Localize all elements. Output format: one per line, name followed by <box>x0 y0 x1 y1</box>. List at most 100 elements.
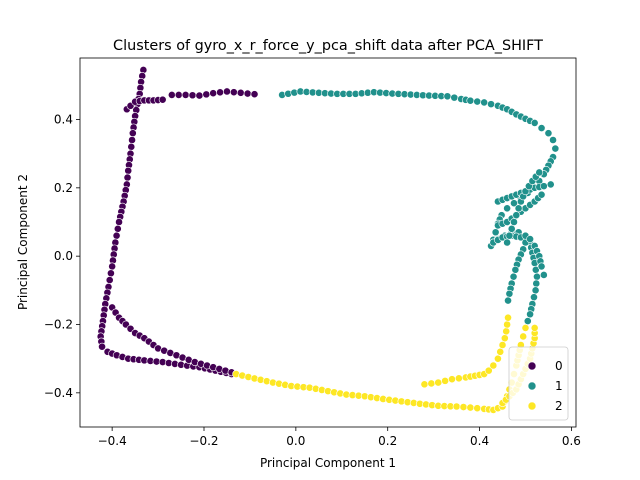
scatter-point <box>105 276 114 284</box>
scatter-point <box>533 272 541 281</box>
legend-label: 0 <box>555 359 563 373</box>
scatter-point <box>107 269 115 278</box>
scatter-point <box>531 286 540 295</box>
legend-marker <box>527 381 537 391</box>
scatter-point <box>209 89 218 98</box>
legend-label: 2 <box>555 399 563 413</box>
scatter-point <box>494 354 502 363</box>
x-axis-label: Principal Component 1 <box>260 456 396 470</box>
y-axis: −0.4 −0.2 0.0 0.2 0.4 <box>44 113 80 400</box>
legend-marker <box>527 401 537 411</box>
scatter-point <box>473 404 482 413</box>
scatter-point <box>236 88 245 97</box>
scatter-point <box>505 231 514 240</box>
scatter-point <box>487 100 495 109</box>
scatter-point <box>551 144 560 153</box>
scatter-point <box>507 224 516 233</box>
scatter-point <box>505 289 514 298</box>
scatter-point <box>448 375 456 384</box>
scatter-point <box>514 204 523 213</box>
scatter-point <box>466 96 475 105</box>
scatter-point <box>537 190 546 199</box>
scatter-point <box>216 88 224 97</box>
scatter-point <box>500 334 509 343</box>
scatter-point <box>503 320 512 329</box>
scatter-point <box>459 403 468 411</box>
x-tick-label: 0.4 <box>470 434 489 448</box>
scatter-point <box>526 235 534 243</box>
scatter-point <box>504 296 512 305</box>
y-tick-label: 0.2 <box>54 181 73 195</box>
legend: 0 1 2 <box>508 346 569 421</box>
scatter-point <box>98 342 106 351</box>
scatter-point <box>188 91 197 100</box>
scatter-point <box>250 90 259 99</box>
scatter-point <box>503 238 512 247</box>
scatter-point <box>124 166 133 175</box>
scatter-point <box>504 313 512 322</box>
scatter-point <box>496 347 505 356</box>
scatter-point <box>521 324 530 332</box>
scatter-point <box>420 380 429 389</box>
scatter-point <box>491 228 500 237</box>
scatter-point <box>512 211 521 220</box>
scatter-point <box>113 224 122 233</box>
scatter-point <box>123 173 132 182</box>
scatter-point <box>181 91 190 99</box>
x-tick-label: 0.6 <box>562 434 581 448</box>
series-0-points <box>96 66 259 378</box>
scatter-point <box>484 366 493 375</box>
scatter-point <box>174 91 183 99</box>
scatter-point <box>450 93 459 102</box>
x-tick-label: −0.4 <box>98 434 127 448</box>
scatter-point <box>510 218 518 226</box>
scatter-point <box>546 180 555 189</box>
scatter-point <box>489 361 498 370</box>
scatter-point <box>108 262 117 271</box>
scatter-point <box>127 142 136 151</box>
scatter-point <box>530 324 539 332</box>
x-tick-label: −0.2 <box>189 434 218 448</box>
scatter-point <box>112 231 121 240</box>
scatter-point <box>537 124 546 132</box>
scatter-point <box>511 265 520 274</box>
scatter-point <box>202 90 211 99</box>
y-tick-label: 0.4 <box>54 113 73 127</box>
scatter-point <box>223 87 231 96</box>
scatter-point <box>503 204 512 213</box>
scatter-point <box>549 136 557 144</box>
scatter-point <box>115 218 123 226</box>
y-axis-label: Principal Component 2 <box>16 174 30 310</box>
scatter-point <box>535 168 544 177</box>
scatter-point <box>544 129 553 138</box>
scatter-point <box>537 262 546 271</box>
scatter-point <box>441 376 450 385</box>
y-tick-label: −0.4 <box>44 386 73 400</box>
x-axis: −0.4 −0.2 0.0 0.2 0.4 0.6 <box>98 427 581 448</box>
scatter-point <box>443 92 452 101</box>
scatter-point <box>128 129 137 138</box>
legend-label: 1 <box>555 379 563 393</box>
scatter-point <box>532 279 541 288</box>
x-tick-label: 0.2 <box>378 434 397 448</box>
plot-frame <box>79 57 577 428</box>
legend-box <box>508 346 569 421</box>
points-layer <box>96 66 560 414</box>
scatter-point <box>243 89 252 98</box>
y-tick-label: −0.2 <box>44 318 73 332</box>
scatter-point <box>434 378 443 387</box>
x-tick-label: 0.0 <box>286 434 305 448</box>
scatter-point <box>509 272 518 281</box>
scatter-point <box>427 379 436 388</box>
scatter-point <box>229 88 238 97</box>
scatter-point <box>158 95 167 104</box>
scatter-point <box>530 119 539 127</box>
y-tick-label: 0.0 <box>54 249 73 263</box>
scatter-point <box>526 310 534 319</box>
scatter-point <box>454 374 463 383</box>
scatter-point <box>466 403 475 412</box>
scatter-point <box>502 327 511 336</box>
scatter-point <box>519 332 528 341</box>
series-1-points <box>278 87 560 325</box>
